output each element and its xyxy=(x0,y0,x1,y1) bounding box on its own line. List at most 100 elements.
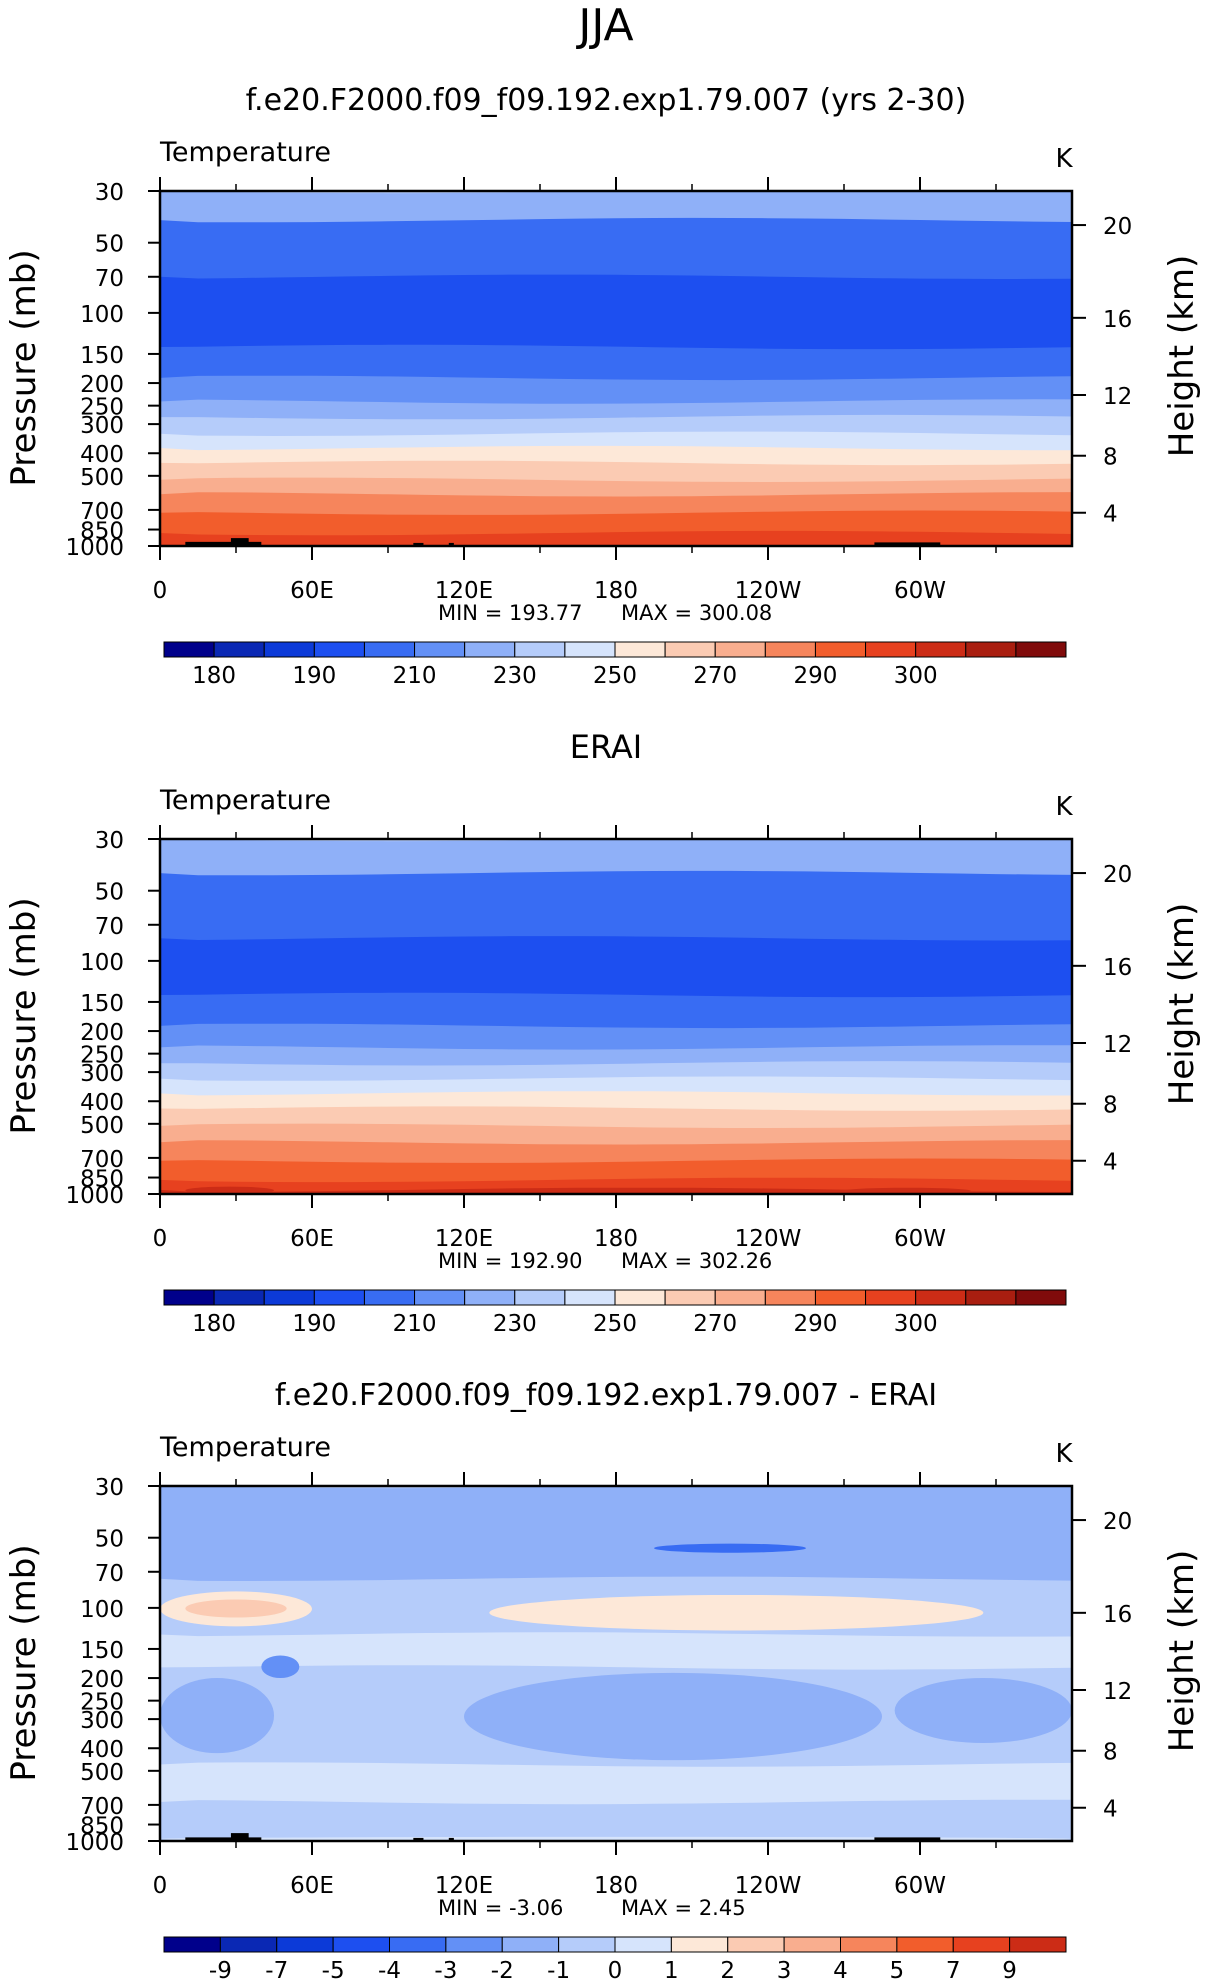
colorbar-label: 270 xyxy=(693,663,737,689)
y-tick-label: 250 xyxy=(80,1043,124,1069)
max-label: MAX = 2.45 xyxy=(621,1896,746,1920)
y-right-tick-label: 20 xyxy=(1103,214,1132,240)
colorbar-label: -2 xyxy=(491,1958,514,1984)
page-title: JJA xyxy=(575,0,633,51)
colorbar-label: 210 xyxy=(393,663,437,689)
contour-region xyxy=(261,1655,300,1679)
x-tick-label: 60W xyxy=(894,1226,946,1252)
colorbar-swatch xyxy=(514,1289,566,1306)
contour-region xyxy=(844,1187,971,1194)
y-tick-label: 700 xyxy=(80,1794,124,1820)
colorbar-label: 250 xyxy=(593,1311,637,1337)
contour-band xyxy=(160,1123,1072,1147)
x-tick-label: 120W xyxy=(735,1873,802,1899)
contour-band xyxy=(160,1106,1072,1130)
chart-title: ERAI xyxy=(570,728,642,766)
colorbar-label: 3 xyxy=(777,1958,792,1984)
y-tick-label: 850 xyxy=(80,1167,124,1193)
x-tick-label: 180 xyxy=(594,578,638,604)
y-tick-label: 150 xyxy=(80,343,124,369)
contour-band xyxy=(160,1140,1072,1165)
y-right-tick-label: 12 xyxy=(1103,1032,1132,1058)
colorbar-label: 230 xyxy=(493,1311,537,1337)
contour-band xyxy=(160,274,1072,351)
colorbar-swatch xyxy=(263,641,315,658)
x-tick-label: 180 xyxy=(594,1226,638,1252)
y-right-tick-label: 4 xyxy=(1103,1150,1118,1176)
x-tick-label: 120W xyxy=(735,1226,802,1252)
y-tick-label: 250 xyxy=(80,1690,124,1716)
x-tick-label: 60W xyxy=(894,1873,946,1899)
colorbar-label: 1 xyxy=(664,1958,679,1984)
y-tick-label: 1000 xyxy=(65,535,124,561)
colorbar-label: 2 xyxy=(720,1958,735,1984)
colorbar-swatch xyxy=(313,1289,365,1306)
colorbar-swatch xyxy=(896,1936,954,1953)
field-label: Temperature xyxy=(159,137,331,168)
colorbar-swatch xyxy=(840,1936,898,1953)
min-label: MIN = -3.06 xyxy=(438,1896,563,1920)
field-label: Temperature xyxy=(159,785,331,816)
colorbar-label: -7 xyxy=(265,1958,288,1984)
max-label: MAX = 302.26 xyxy=(621,1249,772,1273)
contour-band xyxy=(160,344,1072,382)
contour-band xyxy=(160,1486,1072,1583)
x-tick-label: 120W xyxy=(735,578,802,604)
colorbar-label: -3 xyxy=(434,1958,457,1984)
colorbar-label: 230 xyxy=(493,663,537,689)
x-tick-label: 120E xyxy=(435,1226,493,1252)
contour-region xyxy=(185,1186,274,1194)
y-right-tick-label: 20 xyxy=(1103,1509,1132,1535)
y-tick-label: 1000 xyxy=(65,1830,124,1856)
colorbar-swatch xyxy=(414,641,466,658)
contour-region xyxy=(160,1678,274,1754)
y-tick-label: 70 xyxy=(95,1561,124,1587)
y-axis-title: Pressure (mb) xyxy=(4,1544,44,1781)
topography-mask xyxy=(448,1837,454,1841)
contour-band xyxy=(160,191,1072,225)
topography-mask xyxy=(413,1837,424,1841)
contour-band xyxy=(160,1762,1072,1806)
colorbar-swatch xyxy=(965,1289,1017,1306)
colorbar-swatch xyxy=(714,641,766,658)
contour-band xyxy=(160,431,1072,453)
topography-mask xyxy=(230,1833,249,1841)
y-tick-label: 850 xyxy=(80,519,124,545)
x-tick-label: 0 xyxy=(153,1226,168,1252)
y-tick-label: 400 xyxy=(80,1090,124,1116)
chart-panel-1: f.e20.F2000.f09_f09.192.exp1.79.007 (yrs… xyxy=(4,83,1202,689)
contour-band xyxy=(160,1632,1072,1672)
max-label: MAX = 300.08 xyxy=(621,601,772,625)
contour-band xyxy=(160,1187,1072,1194)
y-tick-label: 1000 xyxy=(65,1183,124,1209)
contour-band xyxy=(160,1799,1072,1841)
units-label: K xyxy=(1055,792,1073,822)
chart-title: f.e20.F2000.f09_f09.192.exp1.79.007 (yrs… xyxy=(246,83,967,118)
colorbar-label: 7 xyxy=(946,1958,961,1984)
y-tick-label: 300 xyxy=(80,413,124,439)
colorbar-swatch xyxy=(1009,1936,1067,1953)
colorbar-swatch xyxy=(464,1289,516,1306)
colorbar-label: 190 xyxy=(292,663,336,689)
y-tick-label: 200 xyxy=(80,372,124,398)
colorbar-swatch xyxy=(865,1289,917,1306)
y-tick-label: 150 xyxy=(80,991,124,1017)
colorbar-swatch xyxy=(814,641,867,658)
colorbar-swatch xyxy=(163,641,215,658)
contour-band xyxy=(160,217,1072,281)
y-right-tick-label: 16 xyxy=(1103,955,1132,981)
topography-mask xyxy=(448,542,454,546)
y-tick-label: 300 xyxy=(80,1061,124,1087)
colorbar-label: 180 xyxy=(192,1311,236,1337)
colorbar-swatch xyxy=(915,641,967,658)
y-tick-label: 30 xyxy=(95,1475,124,1501)
field-layer xyxy=(160,1486,1072,1841)
colorbar-swatch xyxy=(363,641,416,658)
x-tick-label: 60E xyxy=(290,578,334,604)
y-tick-label: 500 xyxy=(80,1113,124,1139)
y-tick-label: 30 xyxy=(95,828,124,854)
colorbar-swatch xyxy=(163,1936,221,1953)
colorbar-swatch xyxy=(965,641,1017,658)
y-tick-label: 200 xyxy=(80,1667,124,1693)
colorbar-label: -1 xyxy=(547,1958,570,1984)
